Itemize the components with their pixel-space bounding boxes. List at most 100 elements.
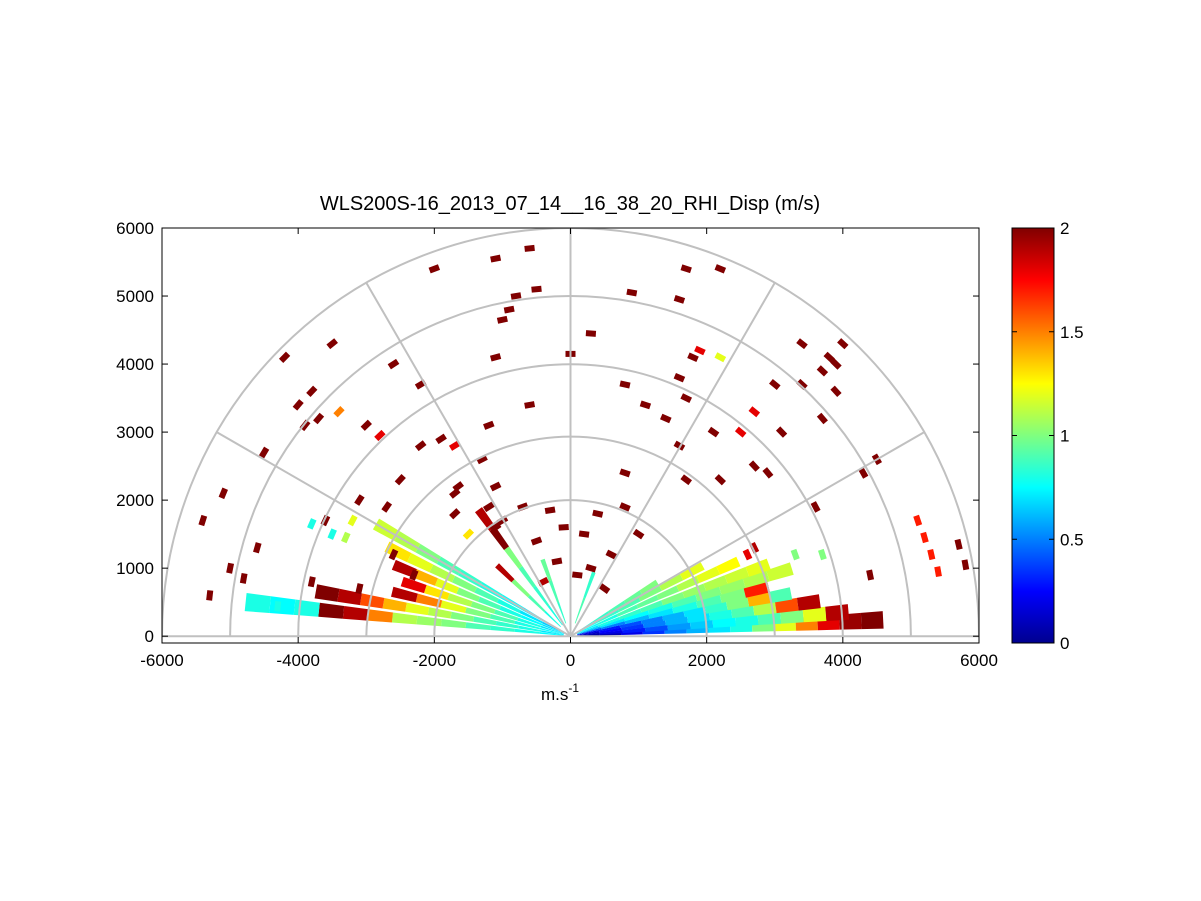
range-gate-9-2: [607, 600, 626, 614]
data-cell-34: [355, 583, 364, 595]
data-cell-86: [920, 531, 929, 544]
data-cell-78: [810, 501, 821, 513]
data-cell-14: [326, 338, 338, 350]
data-cell-2: [218, 487, 228, 500]
data-cell-55: [714, 352, 727, 363]
range-gate-11-4: [451, 575, 477, 593]
range-gate-17-0: [544, 610, 561, 627]
range-gate-7-2: [616, 604, 639, 617]
colorbar-tick-label: 2: [1060, 219, 1069, 238]
range-gate-4-7: [743, 581, 770, 598]
range-gate-20-1: [583, 571, 596, 599]
range-gate-17-1: [527, 594, 546, 613]
range-gate-15-3: [473, 616, 497, 626]
range-gate-9-4: [639, 579, 659, 595]
data-cell-83: [818, 548, 827, 561]
range-gate-16-6: [391, 612, 418, 625]
range-gate-5-4: [671, 594, 698, 608]
data-cell-80: [619, 468, 631, 478]
x-tick-label: 0: [566, 651, 575, 670]
range-gate-5-0: [577, 626, 602, 635]
colorbar-tick-label: 0: [1060, 634, 1069, 653]
data-cell-114: [462, 528, 475, 540]
data-cell-89: [954, 538, 963, 550]
range-gate-16-4: [441, 619, 467, 629]
range-gate-5-2: [624, 610, 650, 622]
range-gate-1-8: [757, 612, 782, 625]
data-cell-10: [333, 406, 345, 418]
range-gate-7-1: [596, 614, 618, 626]
data-cell-66: [796, 338, 808, 350]
data-cell-46: [531, 285, 542, 293]
data-cell-60: [660, 413, 672, 424]
data-cell-49: [626, 288, 638, 297]
range-gate-1-10: [802, 606, 827, 623]
range-gate-15-1: [518, 625, 542, 632]
data-cell-53: [687, 352, 699, 363]
range-gate-6-8: [745, 558, 771, 577]
range-gate-13-6: [400, 576, 427, 594]
range-gate-4-1: [600, 621, 626, 630]
range-gate-12-2: [499, 605, 523, 618]
range-gate-0-13: [860, 611, 884, 630]
range-gate-15-6: [405, 602, 430, 616]
range-gate-1-9: [780, 609, 804, 624]
data-cell-62: [734, 426, 747, 438]
data-cell-5: [278, 351, 291, 363]
range-gate-1-5: [690, 619, 714, 630]
range-gate-12-0: [542, 624, 565, 634]
range-gate-9-3: [623, 590, 643, 604]
data-cell-100: [544, 506, 556, 515]
colorbar-ticks: 0 0.5 1 1.5 2: [1012, 219, 1084, 653]
range-gate-3-5: [683, 606, 707, 618]
data-cell-113: [632, 528, 645, 540]
range-gate-6-6: [703, 575, 728, 592]
y-tick-label: 2000: [116, 491, 154, 510]
data-cell-26: [496, 515, 509, 526]
data-cell-33: [307, 576, 316, 588]
range-gate-13-2: [494, 609, 519, 621]
data-cell-74: [858, 467, 869, 479]
data-cell-45: [483, 420, 495, 430]
range-gate-3-7: [726, 596, 750, 611]
range-gate-18-1: [533, 585, 550, 607]
x-axis-label: m.s-1: [541, 681, 579, 704]
data-cell-103: [578, 530, 590, 538]
data-cell-87: [927, 549, 936, 561]
data-cell-1: [198, 514, 208, 527]
azimuth-spoke-60: [569, 282, 776, 637]
data-cell-111: [619, 502, 631, 512]
data-cell-31: [258, 446, 270, 459]
range-gate-3-1: [598, 625, 621, 632]
range-gate-12-4: [456, 587, 480, 602]
range-gate-7-7: [716, 556, 741, 575]
y-axis-ticks: 0 1000 2000 3000 4000 5000 6000: [116, 219, 979, 646]
range-gate-5-7: [742, 570, 770, 588]
data-cell-108: [585, 563, 597, 573]
range-gate-15-2: [495, 621, 519, 629]
x-axis-label-base: m.s: [541, 685, 568, 704]
data-cell-37: [428, 264, 441, 274]
range-gate-2-1: [599, 627, 622, 633]
range-gate-11-2: [496, 598, 521, 613]
data-cell-107: [572, 571, 583, 579]
x-tick-label: 4000: [824, 651, 862, 670]
range-gate-2-0: [577, 631, 600, 636]
range-gate-4-3: [648, 607, 674, 619]
range-gate-14-4: [440, 600, 467, 613]
data-cell-41: [503, 305, 515, 314]
range-gate-14-5: [415, 593, 443, 608]
chart-title: WLS200S-16_2013_07_14__16_38_20_RHI_Disp…: [320, 193, 820, 215]
range-gate-13-4: [447, 593, 473, 607]
range-gate-8-2: [617, 597, 641, 612]
data-cell-90: [961, 559, 970, 571]
range-gate-6-0: [576, 625, 599, 634]
range-gate-6-4: [661, 592, 685, 606]
range-gate-16-0: [539, 632, 564, 636]
range-gate-6-5: [682, 583, 707, 599]
data-cell-58: [680, 393, 693, 403]
range-gate-2-3: [643, 620, 666, 628]
range-gate-15-8: [359, 593, 385, 609]
data-cell-67: [816, 412, 828, 425]
data-cell-110: [598, 583, 611, 594]
